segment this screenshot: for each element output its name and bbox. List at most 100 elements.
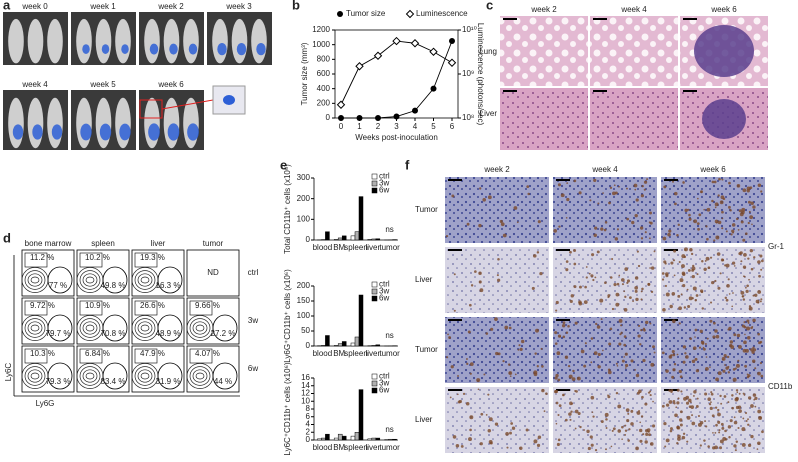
stained-cell xyxy=(699,289,704,293)
x-tick-label: spleen xyxy=(344,243,368,252)
stained-cell xyxy=(757,441,761,446)
stained-cell xyxy=(738,392,741,395)
legend-label: 3w xyxy=(379,379,389,388)
stained-cell xyxy=(701,342,705,345)
stained-cell xyxy=(483,373,486,376)
stained-cell xyxy=(733,333,737,337)
stained-cell xyxy=(508,326,512,330)
panel-label: b xyxy=(292,0,300,12)
stained-cell xyxy=(706,207,711,212)
image xyxy=(144,18,160,64)
stained-cell xyxy=(519,446,523,450)
stained-cell xyxy=(487,195,492,200)
stained-cell xyxy=(754,367,757,370)
stained-cell xyxy=(729,209,732,212)
stained-cell xyxy=(624,424,627,427)
stained-cell xyxy=(634,276,639,280)
stained-cell xyxy=(626,187,628,190)
image xyxy=(115,97,131,149)
stained-cell xyxy=(532,254,537,258)
stained-cell xyxy=(452,435,457,439)
contour xyxy=(82,321,98,335)
stained-cell xyxy=(672,353,676,357)
stained-cell xyxy=(722,358,724,361)
stained-cell xyxy=(705,356,708,358)
stained-cell xyxy=(703,347,706,351)
stained-cell xyxy=(479,442,483,446)
stained-cell xyxy=(644,440,648,444)
gate-percent: 47.9 % xyxy=(140,349,165,358)
stained-cell xyxy=(509,431,512,435)
bar xyxy=(333,437,339,441)
stained-cell xyxy=(592,415,595,418)
stained-cell xyxy=(636,391,640,395)
stained-cell xyxy=(619,333,622,336)
gate xyxy=(79,348,103,364)
stained-cell xyxy=(743,340,747,345)
stained-cell xyxy=(742,417,745,420)
stained-cell xyxy=(692,395,695,397)
stained-cell xyxy=(720,422,724,426)
stained-cell xyxy=(671,375,675,379)
stained-cell xyxy=(689,337,693,341)
stained-cell xyxy=(714,202,719,207)
stained-cell xyxy=(615,292,620,297)
scale-bar xyxy=(683,90,697,92)
stained-cell xyxy=(674,191,678,196)
stained-cell xyxy=(696,273,699,276)
stained-cell xyxy=(722,369,726,373)
stained-cell xyxy=(740,220,744,224)
image xyxy=(115,18,131,64)
stained-cell xyxy=(754,405,757,408)
stained-cell xyxy=(731,223,736,227)
stained-cell xyxy=(682,432,686,435)
stained-cell xyxy=(574,409,579,414)
gate-percent: 6.84 % xyxy=(85,349,110,358)
stained-cell xyxy=(718,429,721,432)
stained-cell xyxy=(688,213,691,217)
bar xyxy=(358,389,364,441)
stained-cell xyxy=(639,439,643,443)
stained-cell xyxy=(688,217,692,221)
marker xyxy=(373,51,383,60)
stained-cell xyxy=(676,442,679,445)
stained-cell xyxy=(695,369,700,373)
stained-cell xyxy=(562,393,565,397)
bar xyxy=(371,345,377,347)
stained-cell xyxy=(634,289,638,293)
y-tick-label: 8 xyxy=(306,404,311,413)
stained-cell xyxy=(591,253,595,257)
column-label: bone marrow xyxy=(25,239,72,248)
y-tick-label: 0 xyxy=(326,113,331,122)
stained-cell xyxy=(679,423,683,427)
stained-cell xyxy=(720,402,723,405)
stained-cell xyxy=(648,433,651,437)
stained-cell xyxy=(478,280,482,284)
stained-cell xyxy=(714,329,718,333)
stained-cell xyxy=(478,271,482,276)
stained-cell xyxy=(573,179,577,183)
y-tick-label: 16 xyxy=(301,373,310,382)
stained-cell xyxy=(566,182,569,185)
stained-cell xyxy=(678,306,682,311)
gate-percent: 79.3 % xyxy=(46,377,71,386)
stained-cell xyxy=(540,347,543,350)
stained-cell xyxy=(714,279,717,283)
stained-cell xyxy=(747,322,750,324)
contour xyxy=(195,372,205,380)
contour xyxy=(85,324,95,332)
marker xyxy=(355,62,364,71)
panel-label: c xyxy=(486,0,493,12)
gate-percent: 26.6 % xyxy=(140,301,165,310)
stained-cell xyxy=(494,317,498,322)
image xyxy=(212,18,228,64)
stained-cell xyxy=(701,307,704,310)
stained-cell xyxy=(616,282,620,286)
stained-cell xyxy=(465,358,468,360)
stained-cell xyxy=(721,210,724,214)
bar xyxy=(325,231,330,241)
image xyxy=(163,97,180,149)
stained-cell xyxy=(640,329,643,332)
stained-cell xyxy=(621,438,623,440)
stained-cell xyxy=(715,423,718,427)
